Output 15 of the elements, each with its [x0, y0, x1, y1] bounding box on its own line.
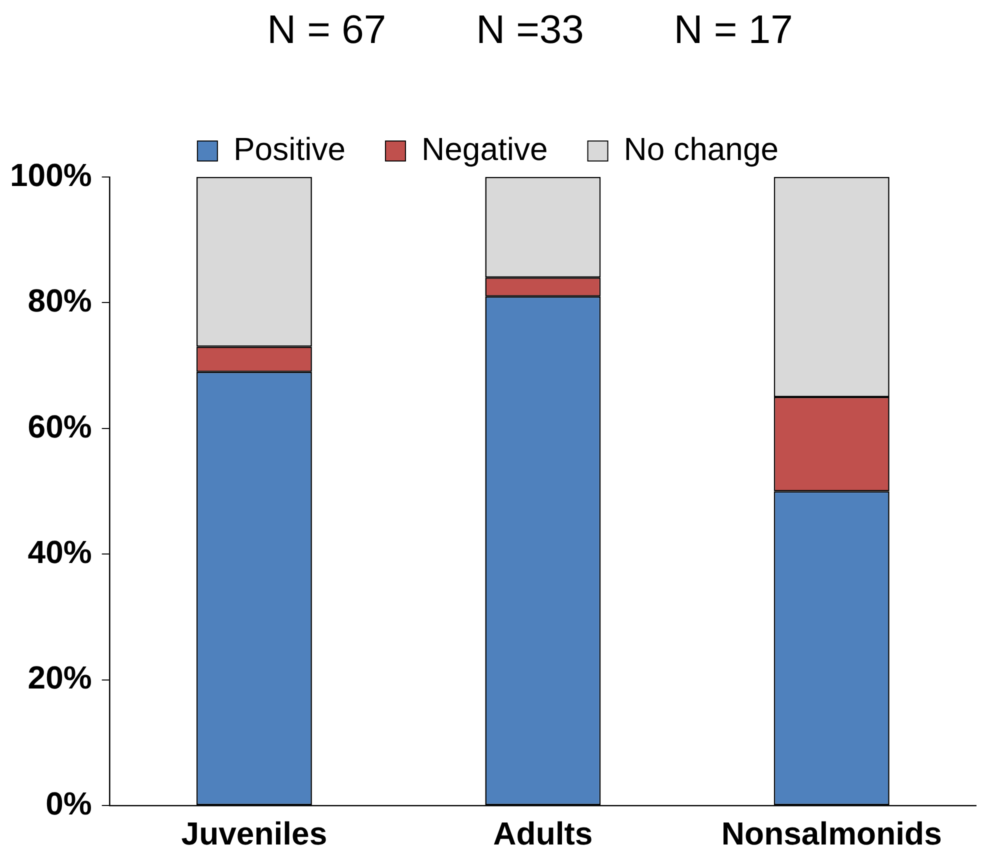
y-tick-label: 20%: [28, 660, 92, 696]
legend-label: No change: [624, 130, 779, 167]
y-tick-label: 100%: [10, 156, 92, 193]
legend-label: Negative: [421, 130, 548, 167]
text: N = 67: [267, 8, 386, 54]
x-tick-label: Nonsalmonids: [721, 816, 942, 852]
y-tick-label: 40%: [28, 534, 92, 570]
y-tick-label: 60%: [28, 408, 92, 444]
text: N = 17: [674, 8, 793, 54]
x-tick-label: Adults: [493, 816, 593, 852]
y-tick-label: 0%: [46, 785, 92, 822]
y-tick-label: 80%: [28, 282, 92, 319]
x-tick-label: Juveniles: [181, 816, 328, 852]
legend-label: Positive: [233, 130, 346, 167]
text: N =33: [476, 8, 584, 54]
